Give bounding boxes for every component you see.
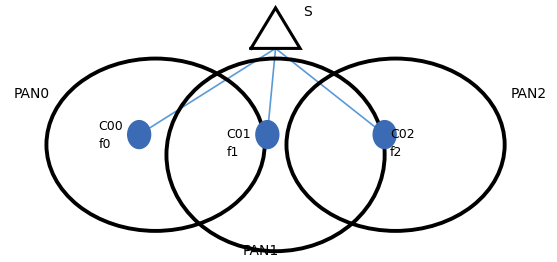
Ellipse shape bbox=[373, 121, 396, 149]
Text: C01: C01 bbox=[227, 128, 251, 141]
Text: f0: f0 bbox=[98, 138, 111, 151]
Text: C02: C02 bbox=[390, 128, 415, 141]
Ellipse shape bbox=[128, 121, 150, 149]
Text: f2: f2 bbox=[390, 146, 403, 159]
Text: C00: C00 bbox=[98, 121, 123, 133]
Text: S: S bbox=[303, 5, 311, 19]
Text: PAN2: PAN2 bbox=[510, 87, 546, 101]
Text: PAN1: PAN1 bbox=[243, 244, 279, 258]
Text: PAN0: PAN0 bbox=[14, 87, 50, 101]
Ellipse shape bbox=[256, 121, 279, 149]
Text: f1: f1 bbox=[227, 146, 239, 159]
